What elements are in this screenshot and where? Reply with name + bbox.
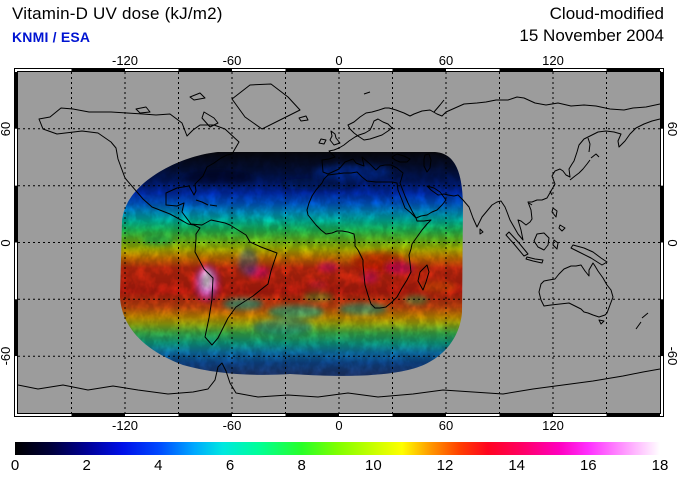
map-area xyxy=(18,72,660,413)
lon-tick-label: -120 xyxy=(111,53,139,68)
map-canvas xyxy=(14,68,664,417)
africa-outline xyxy=(306,171,432,309)
lon-tick-label: 120 xyxy=(542,53,564,68)
date-label: 15 November 2004 xyxy=(519,26,664,45)
left-border-stripes xyxy=(14,72,18,413)
arctic-islands-outline xyxy=(135,91,445,128)
product-mode-label: Cloud-modified xyxy=(549,4,664,23)
lon-tick-label: -60 xyxy=(222,53,242,68)
americas-outline xyxy=(38,107,278,346)
colorbar-tick-label: 16 xyxy=(579,457,597,474)
lat-tick-label-left: -60 xyxy=(0,346,13,366)
caribbean-islands-outline xyxy=(195,199,218,207)
japan-outline xyxy=(528,137,600,206)
colorbar-gradient xyxy=(15,442,660,455)
british-isles-outline xyxy=(318,130,341,146)
frame-stripe-border xyxy=(14,68,664,417)
lat-tick-label-right: 0 xyxy=(665,232,678,254)
lon-axis-top: -120 -60 0 60 120 xyxy=(18,53,660,68)
colorbar-tick-label: 8 xyxy=(297,457,306,474)
data-source-label: KNMI / ESA xyxy=(12,29,91,45)
colorbar-tick-label: 6 xyxy=(225,457,235,474)
lon-tick-label: -120 xyxy=(111,418,139,433)
colorbar-tick-label: 2 xyxy=(82,457,91,474)
lon-tick-label: 60 xyxy=(438,53,454,68)
australia-outline xyxy=(538,262,614,325)
greenland-outline xyxy=(231,83,301,130)
colorbar-tick-label: 14 xyxy=(508,457,525,474)
bottom-border-stripes xyxy=(18,413,660,417)
continent-outlines xyxy=(18,83,660,398)
lat-tick-label-left: 60 xyxy=(0,121,13,137)
colorbar-tick-label: 10 xyxy=(364,457,382,474)
world-map-plot xyxy=(14,68,664,417)
lat-tick-label-right: -60 xyxy=(665,346,678,366)
lon-axis-bottom: -120 -60 0 60 120 xyxy=(18,418,660,433)
lon-tick-label: 0 xyxy=(335,53,343,68)
madagascar-outline xyxy=(417,264,430,291)
sri-lanka-outline xyxy=(479,228,484,235)
southeast-asia-islands-outline xyxy=(505,207,608,266)
graticule-gridlines xyxy=(18,72,660,413)
colorbar-tick-label: 18 xyxy=(651,457,669,474)
caspian-sea-outline xyxy=(423,153,432,173)
iceland-outline xyxy=(298,115,309,122)
lon-tick-label: -60 xyxy=(222,418,242,433)
uv-dose-data-swath xyxy=(120,152,463,376)
colorbar-tick-label: 0 xyxy=(10,457,20,474)
lon-tick-label: 120 xyxy=(542,418,564,433)
outer-frame-line xyxy=(14,68,664,417)
lon-tick-label: 60 xyxy=(438,418,454,433)
eurasia-outline xyxy=(321,96,660,241)
colorbar-tick-label: 4 xyxy=(154,457,163,474)
top-border-stripes xyxy=(18,68,660,72)
lat-tick-label-left: 0 xyxy=(0,232,13,254)
right-border-stripes xyxy=(660,72,664,413)
inner-axis-line xyxy=(17,71,661,414)
lat-tick-label-right: 60 xyxy=(665,121,678,137)
black-sea-outline xyxy=(391,153,411,163)
lon-tick-label: 0 xyxy=(335,418,343,433)
colorbar-tick-label: 12 xyxy=(436,457,454,474)
new-zealand-outline xyxy=(635,312,649,330)
cloud-grain-texture xyxy=(120,152,463,376)
colorbar-axis: 0 2 4 6 8 10 12 14 16 18 xyxy=(11,457,669,475)
page-title: Vitamin-D UV dose (kJ/m2) xyxy=(12,4,223,23)
antarctica-outline xyxy=(18,362,660,398)
